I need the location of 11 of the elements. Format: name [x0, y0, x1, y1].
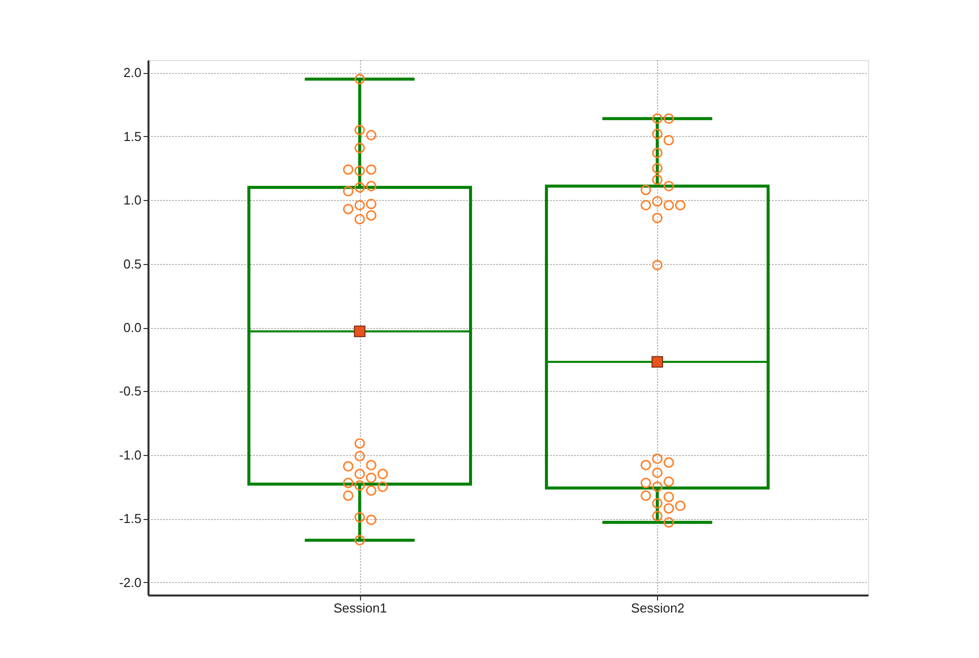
y-tick-label: -1.0	[119, 447, 142, 462]
y-tick-label: 1.0	[123, 192, 142, 208]
y-tick-label: 2.0	[123, 65, 142, 80]
y-tick-label: -0.5	[119, 384, 142, 399]
y-tick-label: 0.5	[123, 256, 142, 272]
y-tick-label: -2.0	[119, 574, 142, 590]
y-tick-label: -1.5	[119, 511, 142, 526]
y-tick-label: 0.0	[123, 320, 142, 335]
y-tick-label: 1.5	[123, 128, 142, 144]
x-tick-label: Session1	[333, 600, 387, 616]
x-tick-label: Session2	[631, 600, 685, 616]
